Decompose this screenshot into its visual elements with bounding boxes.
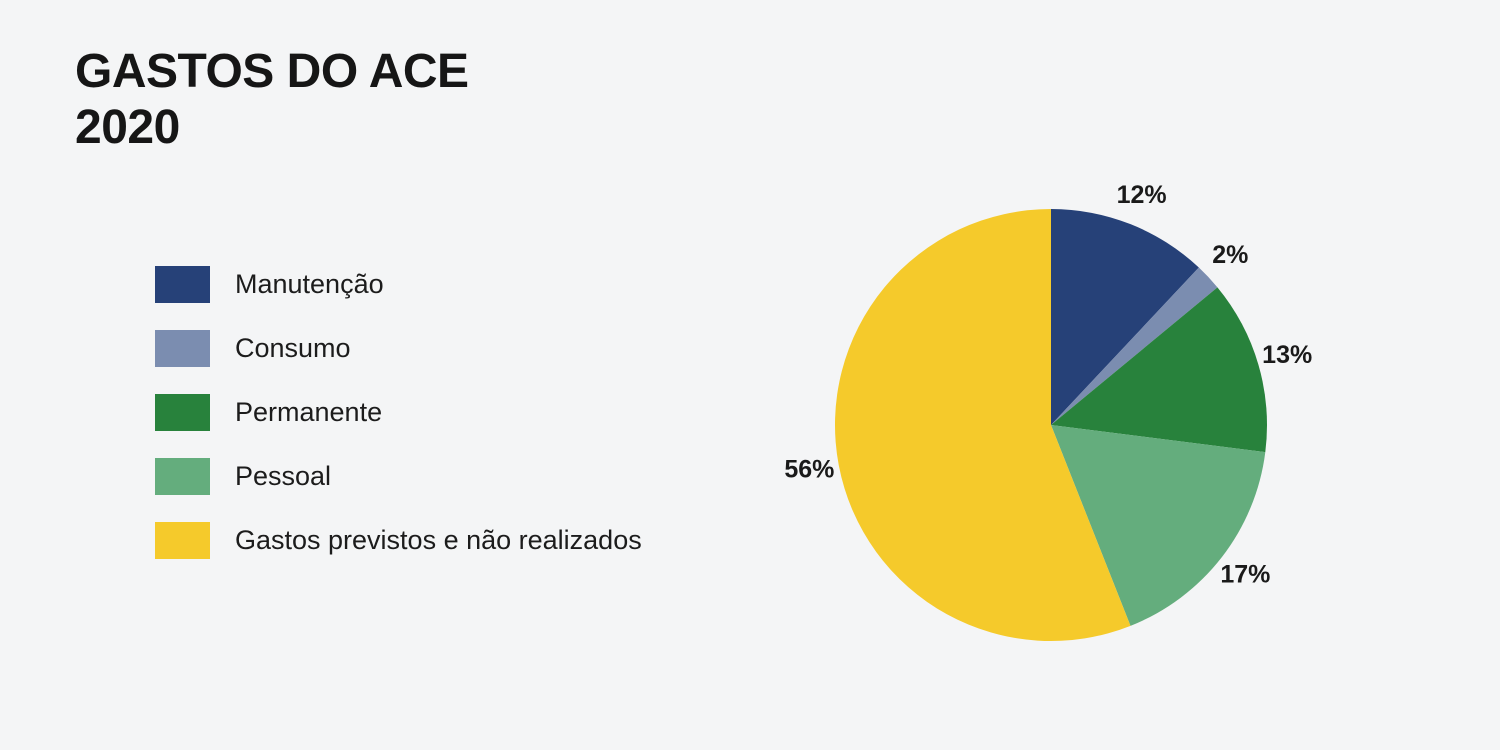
- legend-item: Consumo: [155, 330, 642, 367]
- pie-slice-56%: [834, 208, 1131, 641]
- legend-label: Permanente: [235, 397, 383, 427]
- pie-value-label: 13%: [1262, 341, 1312, 369]
- chart-legend: Manutenção Consumo Permanente Pessoal Ga…: [155, 266, 642, 586]
- legend-swatch: [155, 266, 210, 303]
- pie-value-label: 56%: [784, 456, 834, 484]
- legend-swatch: [155, 330, 210, 367]
- legend-label: Gastos previstos e não realizados: [235, 525, 642, 555]
- legend-item: Pessoal: [155, 458, 642, 495]
- pie-slice-17%: [1051, 425, 1266, 626]
- legend-label: Consumo: [235, 333, 351, 363]
- legend-swatch: [155, 522, 210, 559]
- legend-item: Permanente: [155, 394, 642, 431]
- pie-slice-12%: [1051, 209, 1199, 425]
- legend-label: Pessoal: [235, 461, 332, 491]
- chart-title: GASTOS DO ACE 2020: [75, 44, 469, 155]
- pie-value-label: 12%: [1117, 181, 1167, 209]
- chart-title-line2: 2020: [75, 100, 180, 154]
- legend-label: Manutenção: [235, 269, 384, 299]
- legend-swatch: [155, 394, 210, 431]
- pie-value-label: 17%: [1220, 560, 1270, 588]
- pie-value-label: 2%: [1212, 241, 1248, 269]
- legend-item: Manutenção: [155, 266, 642, 303]
- legend-swatch: [155, 458, 210, 495]
- legend-item: Gastos previstos e não realizados: [155, 522, 642, 559]
- chart-title-line1: GASTOS DO ACE: [75, 45, 469, 98]
- pie-slice-2%: [1051, 267, 1218, 425]
- pie-slice-13%: [1051, 287, 1268, 453]
